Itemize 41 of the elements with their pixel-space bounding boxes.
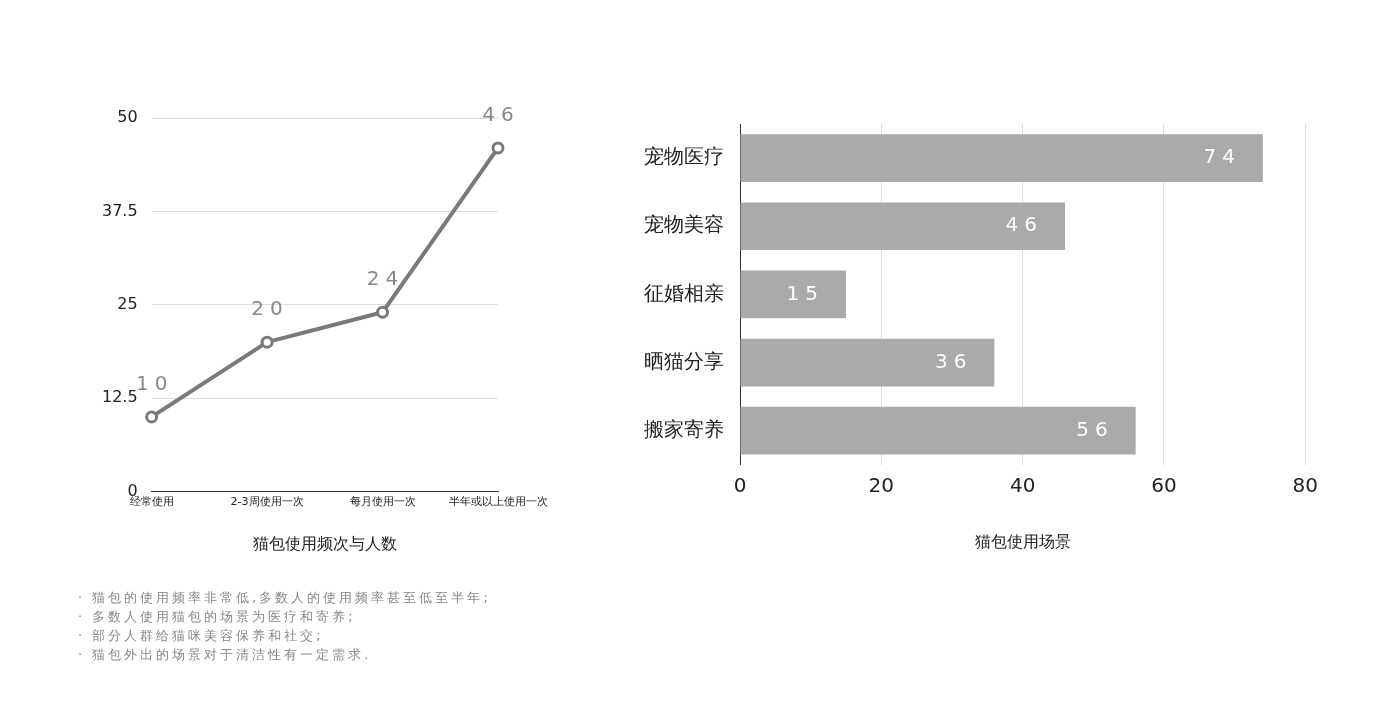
- data-label: 46: [1005, 212, 1044, 237]
- text: · 猫包外出的场景对于清洁性有一定需求.: [78, 646, 373, 664]
- x-axis-title: 猫包使用频次与人数: [252, 533, 397, 553]
- point: [145, 410, 159, 424]
- data-label: 15: [786, 280, 824, 305]
- y-tick-label: 宠物美容: [644, 212, 724, 237]
- y-tick-label: 37.5: [102, 200, 138, 220]
- x-tick-label: 60: [1151, 473, 1177, 497]
- bar: [740, 406, 1136, 455]
- y-tick-label: 晒猫分享: [644, 348, 724, 373]
- text: · 多数人使用猫包的场景为医疗和寄养;: [78, 608, 357, 626]
- point: [376, 305, 390, 319]
- bar: [740, 270, 846, 319]
- bar: [740, 202, 1066, 251]
- point: [260, 335, 274, 349]
- y-tick-label: 宠物医疗: [644, 144, 724, 169]
- x-tick-label: 20: [868, 473, 895, 497]
- bar: [740, 134, 1263, 182]
- data-label: 74: [1203, 144, 1241, 169]
- x-tick-label: 2-3周使用一次: [230, 495, 304, 509]
- data-label: 56: [1076, 416, 1114, 441]
- bar: [740, 338, 995, 387]
- point: [491, 141, 505, 155]
- x-tick-label: 每月使用一次: [349, 495, 416, 509]
- x-tick-label: 0: [733, 473, 747, 497]
- data-label: 24: [366, 266, 405, 291]
- x-tick-label: 半年或以上使用一次: [448, 495, 548, 509]
- data-label: 46: [482, 102, 520, 127]
- x-tick-label: 40: [1009, 473, 1036, 497]
- y-tick-label: 50: [117, 107, 138, 127]
- data-label: 36: [934, 348, 973, 373]
- text: · 猫包的使用频率非常低,多数人的使用频率甚至低至半年;: [78, 589, 492, 607]
- y-tick-label: 25: [117, 293, 138, 313]
- y-tick-label: 征婚相亲: [644, 280, 724, 305]
- text: · 部分人群给猫咪美容保养和社交;: [78, 627, 325, 645]
- x-axis-title: 猫包使用场景: [974, 531, 1071, 551]
- data-label: 10: [135, 371, 174, 396]
- y-tick-label: 搬家寄养: [644, 416, 724, 441]
- y-tick-label: 12.5: [102, 387, 138, 407]
- data-label: 20: [251, 296, 289, 321]
- x-tick-label: 80: [1292, 473, 1318, 497]
